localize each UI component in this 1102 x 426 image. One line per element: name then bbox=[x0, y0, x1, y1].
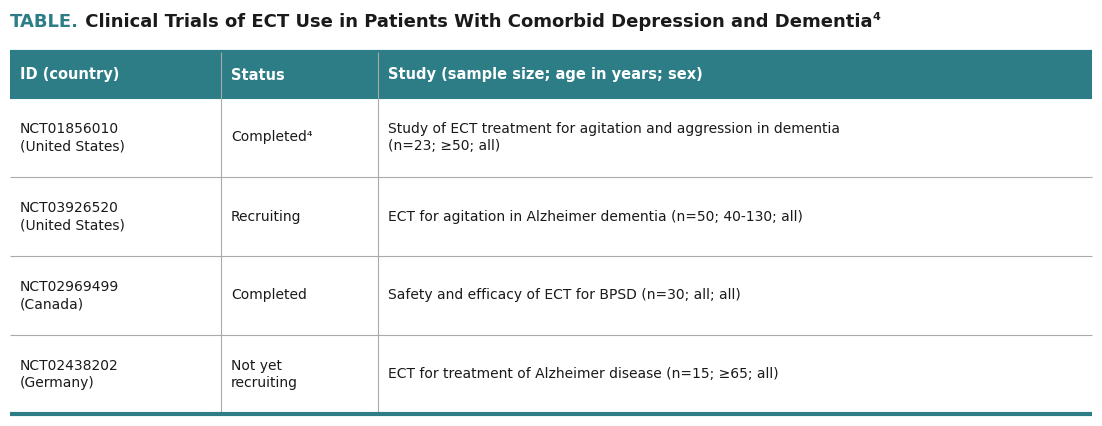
Text: NCT03926520
(United States): NCT03926520 (United States) bbox=[20, 201, 125, 233]
Text: Completed⁴: Completed⁴ bbox=[231, 130, 313, 144]
Text: 4: 4 bbox=[873, 12, 880, 23]
Text: Study of ECT treatment for agitation and aggression in dementia
(n=23; ≥50; all): Study of ECT treatment for agitation and… bbox=[388, 121, 840, 153]
Text: Safety and efficacy of ECT for BPSD (n=30; all; all): Safety and efficacy of ECT for BPSD (n=3… bbox=[388, 288, 741, 302]
Text: ID (country): ID (country) bbox=[20, 67, 119, 83]
Text: TABLE.: TABLE. bbox=[10, 13, 79, 31]
Text: Recruiting: Recruiting bbox=[231, 210, 302, 224]
Bar bbox=[10, 52, 1092, 98]
Text: ECT for agitation in Alzheimer dementia (n=50; 40-130; all): ECT for agitation in Alzheimer dementia … bbox=[388, 210, 802, 224]
Text: Not yet
recruiting: Not yet recruiting bbox=[231, 359, 298, 390]
Text: Completed: Completed bbox=[231, 288, 306, 302]
Text: Status: Status bbox=[231, 67, 284, 83]
Text: NCT02438202
(Germany): NCT02438202 (Germany) bbox=[20, 359, 119, 390]
Text: NCT02969499
(Canada): NCT02969499 (Canada) bbox=[20, 279, 119, 311]
Text: Clinical Trials of ECT Use in Patients With Comorbid Depression and Dementia: Clinical Trials of ECT Use in Patients W… bbox=[79, 13, 873, 31]
Text: ECT for treatment of Alzheimer disease (n=15; ≥65; all): ECT for treatment of Alzheimer disease (… bbox=[388, 368, 778, 382]
Text: Study (sample size; age in years; sex): Study (sample size; age in years; sex) bbox=[388, 67, 703, 83]
Text: NCT01856010
(United States): NCT01856010 (United States) bbox=[20, 121, 125, 153]
